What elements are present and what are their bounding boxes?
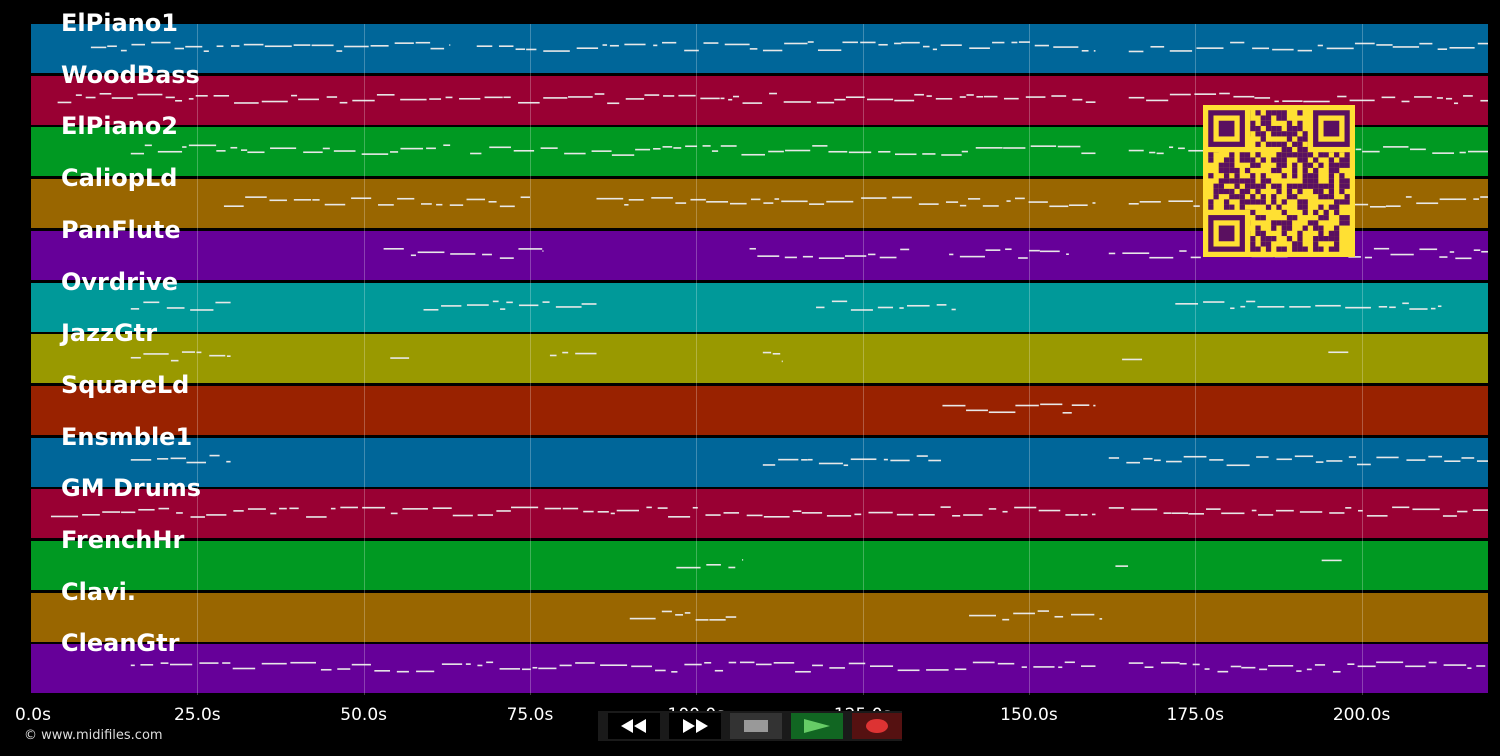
gridline xyxy=(696,24,698,695)
track-lane xyxy=(31,334,1488,384)
track-label: PanFlute xyxy=(61,215,181,244)
rewind-icon xyxy=(621,719,646,733)
fast-forward-icon xyxy=(683,719,708,733)
track-lane xyxy=(31,541,1488,590)
track-lane xyxy=(31,385,1488,435)
time-tick-label: 50.0s xyxy=(340,705,387,725)
time-tick-label: 175.0s xyxy=(1166,705,1225,725)
track-label: Ensmble1 xyxy=(61,422,193,451)
gridline xyxy=(529,24,531,695)
track-lane xyxy=(31,437,1488,487)
track-label: CaliopLd xyxy=(61,164,178,193)
track-label: CleanGtr xyxy=(61,629,180,658)
stop-button[interactable] xyxy=(730,713,782,739)
qr-code xyxy=(1203,105,1355,257)
gridline xyxy=(197,24,199,695)
track-label: SquareLd xyxy=(61,370,190,399)
fast-forward-button[interactable] xyxy=(669,713,721,739)
gridline xyxy=(363,24,365,695)
copyright-text: © www.midifiles.com xyxy=(24,728,163,743)
track-label: FrenchHr xyxy=(61,526,185,554)
stop-icon xyxy=(744,720,768,732)
time-tick-label: 75.0s xyxy=(506,705,554,725)
qr-code-pattern xyxy=(1203,105,1355,257)
record-button[interactable] xyxy=(852,713,902,739)
gridline xyxy=(1361,24,1363,695)
track-label: ElPiano1 xyxy=(61,9,178,37)
track-label: Ovrdrive xyxy=(61,267,179,296)
gridline xyxy=(862,24,864,695)
play-icon xyxy=(804,719,830,733)
track-label: WoodBass xyxy=(61,60,200,89)
time-tick-label: 0.0s xyxy=(15,705,51,725)
time-tick-label: 150.0s xyxy=(1000,705,1058,725)
gridline xyxy=(1028,24,1030,695)
time-tick-label: 25.0s xyxy=(173,705,221,725)
time-tick-label: 200.0s xyxy=(1332,705,1391,725)
track-label: JazzGtr xyxy=(61,319,158,348)
track-lane xyxy=(31,24,1488,73)
gridline xyxy=(1195,24,1197,695)
track-label: ElPiano2 xyxy=(61,112,178,141)
record-icon xyxy=(866,719,888,733)
track-lane xyxy=(31,592,1488,642)
track-label: Clavi. xyxy=(61,577,137,606)
track-label: GM Drums xyxy=(61,474,202,503)
play-button[interactable] xyxy=(791,713,843,739)
rewind-button[interactable] xyxy=(608,713,660,739)
track-lane xyxy=(31,644,1488,694)
transport-controls xyxy=(598,711,902,741)
